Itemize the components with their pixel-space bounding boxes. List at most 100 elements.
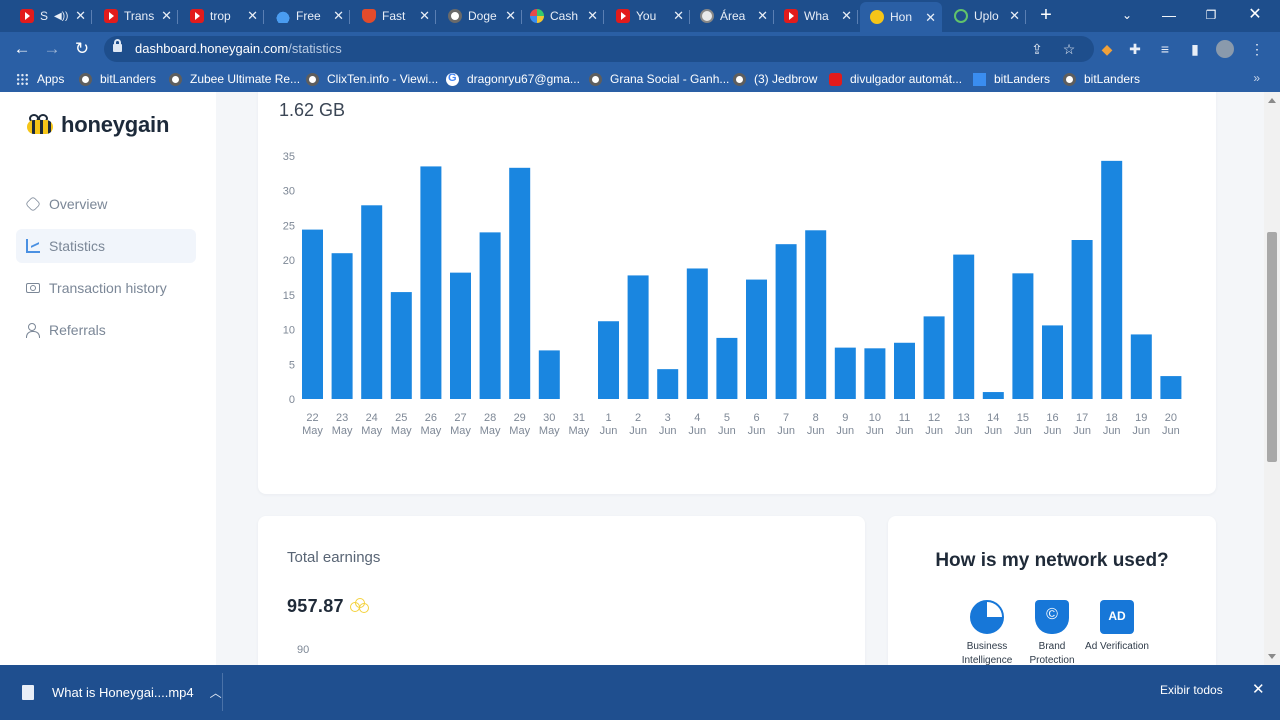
earnings-title: Total earnings bbox=[287, 549, 381, 566]
close-tab-icon[interactable]: ✕ bbox=[333, 8, 344, 23]
x-tick-day: 10 bbox=[869, 412, 881, 424]
close-tab-icon[interactable]: ✕ bbox=[673, 8, 684, 23]
tab-search-icon[interactable]: ⌄ bbox=[1121, 8, 1133, 22]
close-tab-icon[interactable]: ✕ bbox=[505, 8, 516, 23]
browser-tab[interactable]: Fast ✕ bbox=[352, 4, 436, 28]
download-item[interactable]: What is Honeygai....mp4 ︿ bbox=[16, 677, 222, 707]
x-tick-month: May bbox=[391, 425, 412, 437]
close-tab-icon[interactable]: ✕ bbox=[419, 8, 430, 23]
minimize-button[interactable]: — bbox=[1162, 7, 1176, 23]
honeygain-logo[interactable]: honeygain bbox=[25, 112, 169, 138]
bookmark-item[interactable]: bitLanders bbox=[79, 70, 156, 88]
bar bbox=[746, 279, 767, 399]
address-bar[interactable]: dashboard.honeygain.com/statistics ⇪ ☆ bbox=[104, 36, 1094, 62]
sidebar-item-overview[interactable]: Overview bbox=[16, 187, 196, 221]
scroll-up-arrow-icon[interactable] bbox=[1268, 98, 1276, 103]
browser-tab[interactable]: Uplo ✕ bbox=[944, 4, 1026, 28]
side-panel-icon[interactable]: ▮ bbox=[1191, 41, 1199, 57]
browser-tab[interactable]: You ✕ bbox=[606, 4, 690, 28]
extensions-icon[interactable]: ✚ bbox=[1129, 41, 1141, 57]
bar bbox=[450, 272, 471, 399]
browser-tab[interactable]: Wha ✕ bbox=[774, 4, 858, 28]
globe-icon bbox=[448, 9, 462, 23]
page-scrollbar[interactable] bbox=[1264, 92, 1280, 665]
bar bbox=[420, 166, 442, 399]
x-tick-day: 20 bbox=[1165, 412, 1177, 424]
metamask-icon[interactable]: ◆ bbox=[1101, 41, 1113, 57]
chevron-up-icon[interactable]: ︿ bbox=[209, 685, 222, 700]
close-tab-icon[interactable]: ✕ bbox=[1009, 8, 1020, 23]
bookmark-item[interactable]: divulgador automát... bbox=[829, 70, 962, 88]
x-tick-day: 14 bbox=[987, 412, 999, 424]
sidebar-item-label: Referrals bbox=[49, 322, 106, 338]
tab-title: Hon bbox=[890, 10, 913, 24]
bookmark-item[interactable]: bitLanders bbox=[1063, 70, 1140, 88]
scrollbar-thumb[interactable] bbox=[1267, 232, 1277, 462]
honeygain-icon bbox=[870, 10, 884, 24]
bookmark-blue-icon bbox=[973, 72, 986, 86]
tab-strip: S ◀)) ✕ Trans ✕ trop ✕ Free ✕ Fast ✕ Dog… bbox=[0, 0, 1280, 32]
bookmark-item[interactable]: bitLanders bbox=[973, 70, 1050, 88]
browser-tab-active[interactable]: Hon ✕ bbox=[860, 2, 942, 32]
close-tab-icon[interactable]: ✕ bbox=[247, 8, 258, 23]
network-item-ad-verification: Ad Verification bbox=[1082, 600, 1152, 654]
close-tab-icon[interactable]: ✕ bbox=[587, 8, 598, 23]
network-card bbox=[888, 516, 1216, 665]
close-tab-icon[interactable]: ✕ bbox=[925, 10, 936, 25]
x-tick-day: 31 bbox=[573, 412, 585, 424]
pinwheel-icon bbox=[530, 9, 544, 23]
share-icon[interactable]: ⇪ bbox=[1031, 41, 1043, 57]
tab-title: Doge bbox=[468, 9, 497, 23]
bookmarks-overflow-icon[interactable]: » bbox=[1253, 71, 1260, 85]
cash-icon bbox=[26, 283, 40, 293]
coin-icon bbox=[700, 9, 714, 23]
x-tick-month: Jun bbox=[629, 425, 647, 437]
bookmark-apps[interactable]: Apps bbox=[16, 70, 64, 88]
show-all-downloads-button[interactable]: Exibir todos bbox=[1160, 683, 1223, 697]
x-tick-month: Jun bbox=[807, 425, 825, 437]
x-tick-month: May bbox=[539, 425, 560, 437]
bookmark-item[interactable]: (3) Jedbrow bbox=[733, 70, 817, 88]
bookmark-item[interactable]: dragonryu67@gma... bbox=[446, 70, 580, 88]
x-tick-day: 27 bbox=[454, 412, 466, 424]
new-tab-button[interactable]: + bbox=[1040, 4, 1052, 26]
earnings-axis-tick: 90 bbox=[297, 644, 310, 656]
close-tab-icon[interactable]: ✕ bbox=[841, 8, 852, 23]
restore-button[interactable]: ❐ bbox=[1205, 8, 1217, 22]
browser-tab[interactable]: Free ✕ bbox=[266, 4, 350, 28]
users-icon bbox=[26, 323, 40, 338]
bookmark-item[interactable]: ClixTen.info - Viewi... bbox=[306, 70, 438, 88]
reading-list-icon[interactable]: ≡ bbox=[1160, 41, 1170, 57]
menu-dots-icon[interactable]: ⋮ bbox=[1250, 41, 1264, 57]
sidebar-item-referrals[interactable]: Referrals bbox=[16, 313, 196, 347]
bookmark-item[interactable]: Grana Social - Ganh... bbox=[589, 70, 729, 88]
y-tick-label: 5 bbox=[289, 359, 295, 371]
download-filename: What is Honeygai....mp4 bbox=[52, 684, 194, 700]
browser-tab[interactable]: trop ✕ bbox=[180, 4, 264, 28]
network-item-label: Brand Protection bbox=[1029, 641, 1075, 665]
scroll-down-arrow-icon[interactable] bbox=[1268, 654, 1276, 659]
speaker-icon[interactable]: ◀)) bbox=[54, 10, 69, 22]
bookmark-item[interactable]: Zubee Ultimate Re... bbox=[169, 70, 300, 88]
close-tab-icon[interactable]: ✕ bbox=[75, 8, 86, 23]
avatar[interactable] bbox=[1216, 40, 1234, 58]
browser-tab[interactable]: S ◀)) ✕ bbox=[10, 4, 92, 28]
forward-arrow-icon[interactable]: → bbox=[43, 39, 61, 58]
sidebar: honeygain Overview Statistics Transactio… bbox=[0, 92, 216, 665]
play-icon bbox=[954, 9, 968, 23]
x-tick-month: Jun bbox=[1132, 425, 1150, 437]
close-tab-icon[interactable]: ✕ bbox=[757, 8, 768, 23]
sidebar-item-statistics[interactable]: Statistics bbox=[16, 229, 196, 263]
close-icon[interactable]: ✕ bbox=[1252, 681, 1265, 698]
browser-tab[interactable]: Cash ✕ bbox=[520, 4, 604, 28]
x-tick-day: 15 bbox=[1017, 412, 1029, 424]
star-icon[interactable]: ☆ bbox=[1062, 41, 1076, 57]
back-arrow-icon[interactable]: ← bbox=[13, 39, 31, 58]
close-tab-icon[interactable]: ✕ bbox=[161, 8, 172, 23]
browser-tab[interactable]: Área ✕ bbox=[690, 4, 774, 28]
reload-icon[interactable]: ↻ bbox=[74, 39, 90, 58]
sidebar-item-transaction-history[interactable]: Transaction history bbox=[16, 271, 196, 305]
close-window-button[interactable]: ✕ bbox=[1248, 6, 1262, 23]
browser-tab[interactable]: Trans ✕ bbox=[94, 4, 178, 28]
browser-tab[interactable]: Doge ✕ bbox=[438, 4, 522, 28]
